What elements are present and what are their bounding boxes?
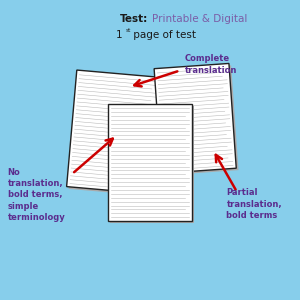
Bar xyxy=(68,72,162,196)
Bar xyxy=(110,106,194,223)
Text: page of test: page of test xyxy=(130,30,196,40)
Text: No
translation,
bold terms,
simple
terminology: No translation, bold terms, simple termi… xyxy=(8,168,65,222)
Text: 1: 1 xyxy=(116,30,122,40)
Bar xyxy=(156,65,238,176)
Text: Complete
translation: Complete translation xyxy=(184,54,237,75)
Text: Partial
translation,
bold terms: Partial translation, bold terms xyxy=(226,188,282,220)
Text: Test:: Test: xyxy=(120,14,148,24)
Bar xyxy=(154,63,236,173)
Bar xyxy=(67,70,160,194)
Bar xyxy=(108,103,192,220)
Text: st: st xyxy=(125,28,131,33)
Text: Printable & Digital: Printable & Digital xyxy=(152,14,247,24)
